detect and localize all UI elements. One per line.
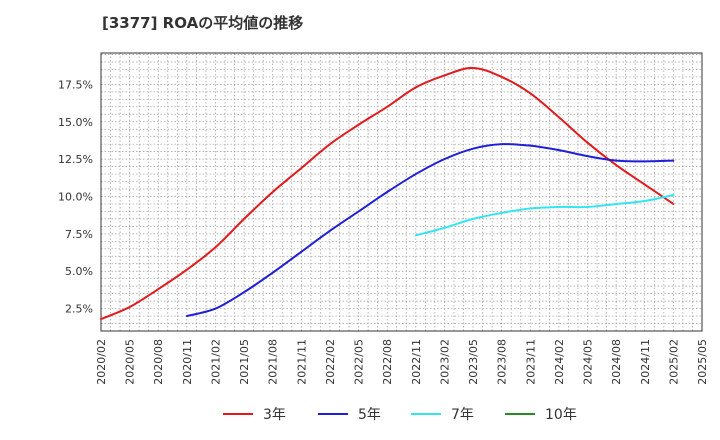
x-tick-label: 2021/11 [295,339,308,385]
y-tick-label: 2.5% [65,303,93,316]
series-line-2 [414,193,675,237]
y-tick-label: 10.0% [58,190,93,203]
x-tick-label: 2020/05 [124,339,137,385]
x-tick-label: 2024/02 [553,339,566,385]
y-tick-label: 7.5% [65,228,93,241]
x-tick-label: 2021/05 [238,339,251,385]
x-tick-label: 2020/08 [152,339,165,385]
x-tick-label: 2024/08 [610,339,623,385]
series-line-1 [185,143,675,318]
x-tick-label: 2020/11 [181,339,194,385]
legend-label-2: 7年 [451,407,474,423]
axis-layer: 2.5% 5.0% 7.5% 10.0% 12.5% 15.0% 17.5% 2020/02 2… [58,78,709,384]
y-tick-label: 5.0% [65,265,93,278]
x-tick-label: 2022/11 [410,339,423,385]
y-tick-label: 12.5% [58,153,93,166]
series-line-0 [100,66,675,321]
x-tick-label: 2021/08 [267,339,280,385]
grid-layer [100,52,703,332]
series-layer [100,66,675,321]
chart-title: [3377] ROAの平均値の推移 [102,14,304,32]
legend-label-0: 3年 [263,407,286,423]
legend: 3年 5年 7年 10年 [223,407,577,423]
y-tick-label: 17.5% [58,78,93,91]
x-tick-label: 2023/02 [438,339,451,385]
legend-label-3: 10年 [545,407,577,423]
x-tick-label: 2024/11 [639,339,652,385]
x-tick-label: 2022/08 [381,339,394,385]
x-tick-label: 2025/02 [667,339,680,385]
x-tick-label: 2020/02 [95,339,108,385]
x-tick-label: 2023/11 [524,339,537,385]
x-tick-label: 2022/02 [324,339,337,385]
x-tick-label: 2025/05 [696,339,709,385]
x-tick-label: 2024/05 [582,339,595,385]
legend-label-1: 5年 [358,407,381,423]
x-tick-label: 2021/02 [209,339,222,385]
x-tick-label: 2022/05 [353,339,366,385]
plot-frame [100,52,703,332]
plot-area [101,53,702,331]
x-tick-label: 2023/08 [496,339,509,385]
y-tick-label: 15.0% [58,116,93,129]
x-tick-label: 2023/05 [467,339,480,385]
